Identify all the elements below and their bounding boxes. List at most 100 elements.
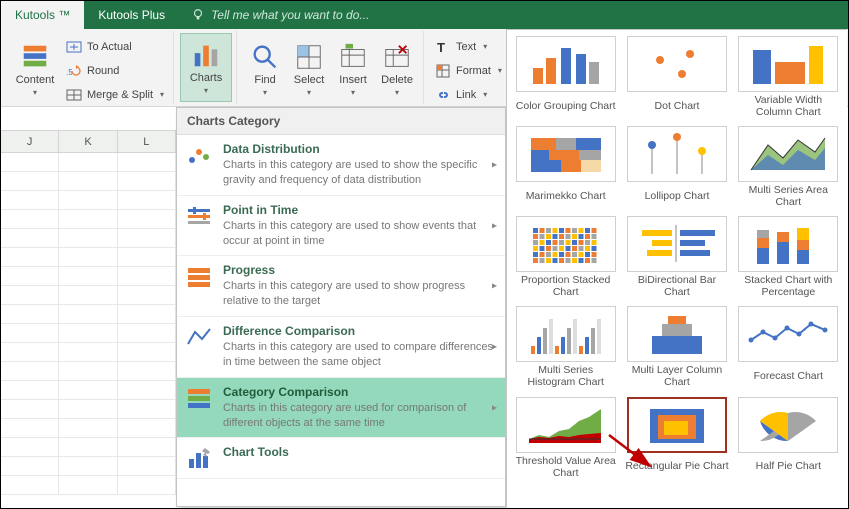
category-title-text: Chart Tools	[223, 445, 495, 459]
tab-kutools[interactable]: Kutools ™	[1, 1, 84, 29]
gallery-label: BiDirectional Bar Chart	[624, 274, 729, 298]
category-title-text: Progress	[223, 263, 495, 277]
sheet-area: J K L	[1, 107, 176, 507]
row[interactable]	[1, 153, 176, 172]
gallery-multi-series-area-chart[interactable]	[738, 126, 838, 182]
row[interactable]	[1, 324, 176, 343]
row[interactable]	[1, 267, 176, 286]
content-button[interactable]: Content ▾	[9, 33, 61, 105]
gallery-forecast-chart[interactable]	[738, 306, 838, 362]
row[interactable]	[1, 191, 176, 210]
select-button[interactable]: Select▾	[287, 33, 331, 105]
row[interactable]	[1, 476, 176, 495]
tell-me-text: Tell me what you want to do...	[211, 8, 369, 22]
gallery-multi-layer-column-chart[interactable]	[627, 306, 727, 362]
gallery-half-pie-chart[interactable]	[738, 397, 838, 453]
gallery-label: Dot Chart	[655, 94, 700, 118]
gallery-label: Multi Series Area Chart	[736, 184, 841, 208]
gallery-variable-width-column-chart[interactable]	[738, 36, 838, 92]
merge-split-button[interactable]: Merge & Split▾	[63, 83, 167, 106]
row[interactable]	[1, 286, 176, 305]
row[interactable]	[1, 457, 176, 476]
format-button[interactable]: Format▾	[432, 59, 505, 82]
category-item-data-distribution[interactable]: Data DistributionCharts in this category…	[177, 135, 505, 196]
gallery-lollipop-chart[interactable]	[627, 126, 727, 182]
row[interactable]	[1, 400, 176, 419]
chevron-down-icon: ▾	[204, 86, 208, 95]
bulb-icon	[191, 8, 205, 22]
charts-button[interactable]: Charts ▾	[180, 33, 232, 102]
row[interactable]	[1, 438, 176, 457]
find-button[interactable]: Find▾	[243, 33, 287, 105]
category-icon	[185, 203, 213, 229]
category-item-difference-comparison[interactable]: Difference Comparison Charts in this cate…	[177, 317, 505, 378]
gallery-label: Threshold Value Area Chart	[513, 455, 618, 479]
gallery-label: Forecast Chart	[754, 364, 823, 388]
category-item-chart-tools[interactable]: Chart Tools	[177, 438, 505, 479]
gallery-threshold-value-area-chart[interactable]	[516, 397, 616, 453]
chevron-right-icon: ▸	[492, 341, 497, 352]
to-actual-button[interactable]: To Actual	[63, 35, 167, 58]
gallery-bidirectional-bar-chart[interactable]	[627, 216, 727, 272]
chevron-right-icon: ▸	[492, 220, 497, 231]
row[interactable]	[1, 381, 176, 400]
gallery-label: Variable Width Column Chart	[736, 94, 841, 118]
chart-gallery: Color Grouping Chart Dot Chart Variable Wi…	[506, 29, 847, 507]
tell-me[interactable]: Tell me what you want to do...	[179, 1, 848, 29]
round-icon: .5	[66, 63, 82, 79]
link-button[interactable]: Link▾	[432, 83, 505, 106]
gallery-label: Marimekko Chart	[526, 184, 606, 208]
to-actual-icon	[66, 39, 82, 55]
gallery-rectangular-pie-chart[interactable]	[627, 397, 727, 453]
category-item-progress[interactable]: Progress Charts in this category are used…	[177, 256, 505, 317]
category-icon	[185, 324, 213, 350]
charts-category-panel: Charts Category Data DistributionCharts …	[176, 107, 506, 507]
round-button[interactable]: .5Round	[63, 59, 167, 82]
category-desc: Charts in this category are used to show…	[223, 219, 495, 249]
row[interactable]	[1, 362, 176, 381]
link-icon	[435, 87, 451, 103]
insert-button[interactable]: Insert▾	[331, 33, 375, 105]
gallery-label: Color Grouping Chart	[516, 94, 616, 118]
row[interactable]	[1, 210, 176, 229]
charts-label: Charts	[190, 72, 222, 84]
text-button[interactable]: TText▾	[432, 35, 505, 58]
row[interactable]	[1, 248, 176, 267]
col-header[interactable]: K	[59, 131, 117, 152]
col-header[interactable]: L	[118, 131, 176, 152]
gallery-label: Proportion Stacked Chart	[513, 274, 618, 298]
chevron-right-icon: ▸	[492, 159, 497, 170]
category-item-point-in-time[interactable]: Point in Time Charts in this category are…	[177, 196, 505, 257]
chevron-down-icon: ▾	[160, 90, 164, 99]
col-header[interactable]: J	[1, 131, 59, 152]
category-icon	[185, 445, 213, 471]
row[interactable]	[1, 305, 176, 324]
tab-kutools-plus[interactable]: Kutools Plus	[84, 1, 179, 29]
gallery-label: Multi Series Histogram Chart	[513, 364, 618, 388]
row[interactable]	[1, 419, 176, 438]
category-icon	[185, 263, 213, 289]
gallery-label: Multi Layer Column Chart	[624, 364, 729, 388]
gallery-color-grouping-chart[interactable]	[516, 36, 616, 92]
content-label: Content	[16, 74, 55, 86]
category-desc: Charts in this category are used to show…	[223, 279, 495, 309]
row[interactable]	[1, 343, 176, 362]
gallery-stacked-chart-with-percentage[interactable]	[738, 216, 838, 272]
row[interactable]	[1, 172, 176, 191]
category-item-category-comparison[interactable]: Category ComparisonCharts in this catego…	[177, 378, 505, 439]
gallery-label: Half Pie Chart	[756, 455, 821, 479]
gallery-marimekko-chart[interactable]	[516, 126, 616, 182]
category-title-text: Difference Comparison	[223, 324, 495, 338]
chevron-right-icon: ▸	[492, 281, 497, 292]
gallery-proportion-stacked-chart[interactable]	[516, 216, 616, 272]
category-icon	[185, 142, 213, 168]
merge-icon	[66, 87, 82, 103]
format-icon	[435, 63, 451, 79]
gallery-multi-series-histogram-chart[interactable]	[516, 306, 616, 362]
category-desc: Charts in this category are used to comp…	[223, 340, 495, 370]
category-icon	[185, 385, 213, 411]
gallery-dot-chart[interactable]	[627, 36, 727, 92]
row[interactable]	[1, 229, 176, 248]
delete-button[interactable]: Delete▾	[375, 33, 419, 105]
category-title-text: Point in Time	[223, 203, 495, 217]
